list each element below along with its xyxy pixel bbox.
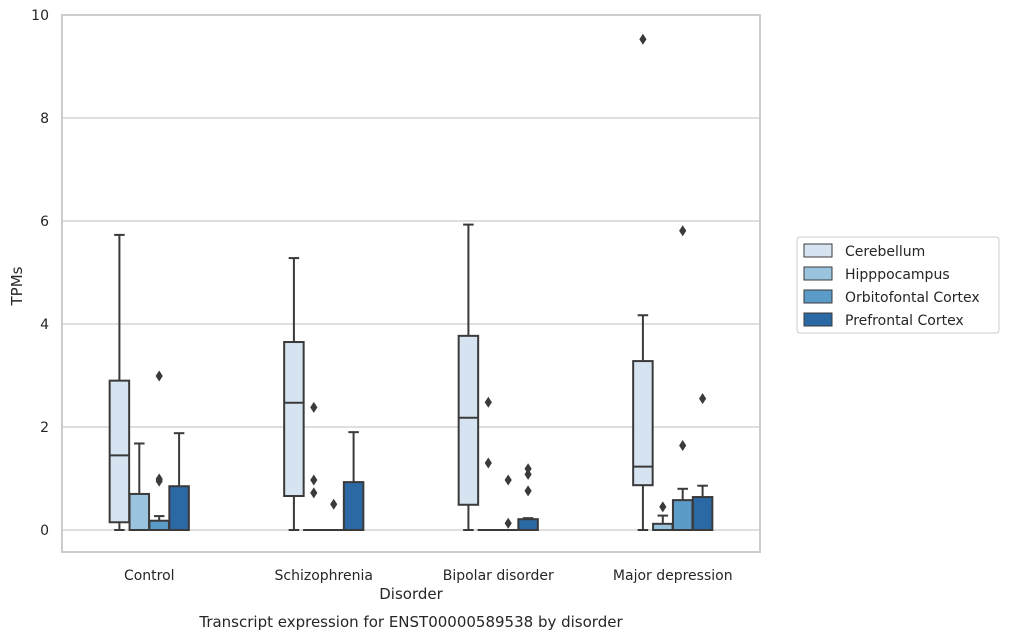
x-tick-label: Schizophrenia	[275, 568, 373, 584]
outlier-point	[310, 487, 318, 499]
box-body	[283, 341, 305, 498]
legend-swatch	[803, 266, 833, 281]
y-tick-labels: 0 2 4 6 8 10	[31, 8, 49, 539]
outlier-point	[310, 401, 318, 413]
box-body	[691, 496, 714, 532]
y-tick-label: 0	[40, 523, 49, 539]
outlier-point	[484, 396, 492, 408]
x-tick-label: Major depression	[613, 568, 733, 584]
outlier-point	[484, 457, 492, 469]
legend: Cerebellum Hipppocampus Orbitofontal Corte…	[796, 236, 1000, 334]
outlier-point	[524, 463, 532, 475]
box-cerebellum	[108, 233, 131, 531]
outlier-point	[155, 473, 163, 485]
box-hipppocampus	[128, 442, 151, 532]
outlier-point	[310, 474, 318, 486]
box-body	[108, 379, 131, 524]
box-body	[671, 499, 694, 532]
box-prefrontal-cortex	[517, 463, 539, 531]
outlier-point	[504, 474, 512, 486]
legend-label: Prefrontal Cortex	[845, 313, 964, 329]
y-tick-label: 10	[31, 8, 49, 24]
x-tick-label: Bipolar disorder	[443, 568, 554, 584]
box-body	[342, 481, 365, 532]
box-body	[148, 519, 170, 531]
x-tick-labels: Control Schizophrenia Bipolar disorder Majo…	[124, 568, 733, 584]
box-prefrontal-cortex	[168, 432, 190, 532]
legend-label: Hipppocampus	[845, 267, 950, 283]
plot-area	[62, 15, 760, 552]
box-prefrontal-cortex	[342, 431, 365, 532]
box-hipppocampus	[303, 401, 325, 532]
box-body	[632, 360, 654, 487]
plot-frame	[61, 14, 761, 553]
legend-label: Orbitofontal Cortex	[845, 290, 980, 306]
x-axis-label: Disorder	[379, 585, 443, 603]
box-hipppocampus	[652, 501, 674, 532]
legend-swatch	[803, 243, 833, 258]
y-tick-label: 8	[40, 111, 49, 127]
outlier-point	[698, 393, 707, 405]
box-groups	[108, 33, 714, 532]
box-prefrontal-cortex	[691, 393, 714, 532]
outlier-point	[524, 468, 532, 480]
outlier-point	[504, 517, 512, 529]
legend-frame	[796, 236, 1000, 334]
box-body	[517, 518, 539, 531]
box-body	[457, 334, 480, 506]
y-tick-label: 4	[40, 317, 49, 333]
outlier-point	[679, 440, 687, 452]
legend-swatch	[803, 289, 833, 304]
box-cerebellum	[632, 33, 654, 531]
box-body	[168, 485, 190, 532]
box-body	[128, 492, 151, 532]
y-tick-label: 2	[40, 420, 49, 436]
legend-label: Cerebellum	[845, 244, 925, 260]
box-orbitofontal-cortex	[148, 370, 170, 531]
y-axis-label: TPMs	[8, 266, 26, 306]
outlier-point	[330, 498, 338, 510]
x-tick-label: Control	[124, 568, 175, 584]
outlier-point	[659, 501, 667, 513]
outlier-point	[524, 485, 532, 497]
y-tick-label: 6	[40, 214, 49, 230]
chart-caption: Transcript expression for ENST0000058953…	[198, 613, 623, 631]
outlier-point	[155, 370, 163, 382]
box-cerebellum	[283, 257, 305, 531]
outlier-point	[679, 225, 687, 237]
legend-swatch	[803, 312, 833, 327]
box-cerebellum	[457, 223, 480, 531]
outlier-point	[639, 33, 647, 45]
